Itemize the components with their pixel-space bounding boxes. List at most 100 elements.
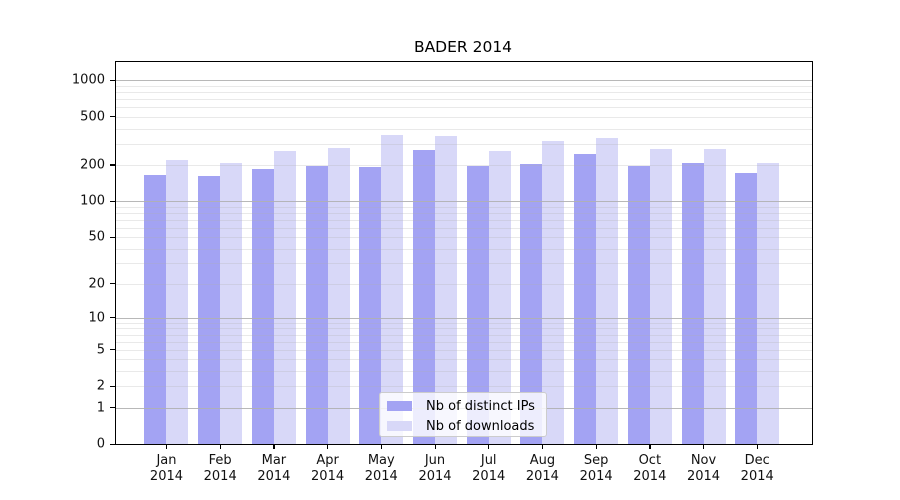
gridline-minor-7 <box>116 334 812 336</box>
gridline-minor-2 <box>116 386 812 388</box>
x-tick-month: Nov <box>690 453 717 468</box>
x-tick-sep <box>595 444 597 449</box>
y-tick-label-1000: 1000 <box>71 72 105 88</box>
legend-item-distinct-ips: Nb of distinct IPs <box>380 396 546 416</box>
x-tick-jul <box>488 444 490 449</box>
y-tick-10 <box>110 317 115 319</box>
x-tick-nov <box>703 444 705 449</box>
x-tick-label-may: May 2014 <box>365 453 398 484</box>
bar-distinct-ips-jul <box>466 166 489 444</box>
legend-swatch-downloads <box>387 421 412 431</box>
x-tick-month: Sep <box>583 453 609 468</box>
x-tick-jan <box>165 444 168 449</box>
y-tick-label-2: 2 <box>96 378 105 394</box>
plot-area: 0 1 2 5 10 20 50 100 200 500 1000 Jan 2014 Feb 2014 Mar… <box>72 61 813 484</box>
gridline-minor-3 <box>116 371 812 373</box>
legend-item-downloads: Nb of downloads <box>380 416 546 436</box>
x-tick-year: 2014 <box>311 468 345 484</box>
y-tick-label-200: 200 <box>80 157 105 173</box>
x-tick-label-aug: Aug 2014 <box>526 453 559 484</box>
x-tick-mar <box>273 444 275 449</box>
x-tick-label-jan: Jan 2014 <box>150 453 183 484</box>
x-tick-month: Oct <box>638 453 662 468</box>
x-tick-label-jul: Jul 2014 <box>472 453 505 484</box>
gridline-minor-500 <box>116 116 812 118</box>
y-tick-200 <box>110 164 115 166</box>
x-tick-year: 2014 <box>364 468 398 484</box>
x-tick-label-dec: Dec 2014 <box>741 453 774 484</box>
x-tick-feb <box>219 444 221 449</box>
bar-downloads-feb <box>220 163 243 444</box>
x-tick-label-oct: Oct 2014 <box>633 453 666 484</box>
x-tick-label-sep: Sep 2014 <box>580 453 613 484</box>
y-tick-2 <box>110 385 115 387</box>
gridline-minor-700 <box>116 99 812 101</box>
bar-downloads-aug <box>542 141 565 444</box>
y-tick-label-0: 0 <box>96 436 105 452</box>
bar-distinct-ips-aug <box>520 164 543 444</box>
bar-distinct-ips-apr <box>305 166 328 444</box>
y-tick-1000 <box>110 79 115 82</box>
gridline-minor-70 <box>116 219 812 221</box>
y-tick-0 <box>110 443 115 445</box>
gridline-minor-400 <box>116 128 812 130</box>
y-tick-label-50: 50 <box>88 229 105 245</box>
y-tick-label-500: 500 <box>80 109 105 125</box>
bar-downloads-jan <box>166 160 189 444</box>
gridline-major-10 <box>116 317 812 319</box>
x-tick-label-nov: Nov 2014 <box>687 453 720 484</box>
x-tick-apr <box>327 444 329 449</box>
y-tick-500 <box>110 116 115 118</box>
gridline-minor-50 <box>116 237 812 239</box>
gridline-minor-6 <box>116 341 812 343</box>
gridline-major-100 <box>116 201 812 203</box>
bar-downloads-mar <box>273 150 296 444</box>
x-tick-year: 2014 <box>686 468 721 484</box>
x-tick-label-apr: Apr 2014 <box>311 453 344 484</box>
x-tick-month: Mar <box>261 453 287 468</box>
bar-distinct-ips-sep <box>574 154 597 444</box>
bar-distinct-ips-oct <box>627 165 650 444</box>
y-tick-label-10: 10 <box>88 310 105 326</box>
bar-downloads-oct <box>649 148 672 444</box>
bar-distinct-ips-feb <box>198 175 221 444</box>
bar-distinct-ips-nov <box>681 162 704 444</box>
bar-distinct-ips-jun <box>412 149 435 444</box>
bar-distinct-ips-mar <box>251 168 274 444</box>
x-tick-month: Jul <box>480 453 497 468</box>
y-tick-label-100: 100 <box>80 193 105 209</box>
y-tick-100 <box>110 200 115 202</box>
y-tick-1 <box>110 407 115 409</box>
x-tick-month: May <box>367 453 395 468</box>
x-tick-year: 2014 <box>257 468 291 484</box>
x-tick-month: Apr <box>316 453 339 468</box>
x-tick-year: 2014 <box>740 468 774 484</box>
legend-swatch-distinct-ips <box>387 401 412 411</box>
bar-downloads-jun <box>435 135 458 444</box>
gridline-major-1000 <box>116 80 812 82</box>
x-tick-year: 2014 <box>579 468 613 484</box>
x-tick-month: Jan <box>156 453 177 468</box>
x-tick-oct <box>649 444 651 449</box>
bar-downloads-apr <box>327 147 350 444</box>
y-tick-label-5: 5 <box>96 342 105 358</box>
chart-title: BADER 2014 <box>413 38 513 56</box>
bar-downloads-may <box>381 135 404 444</box>
gridline-minor-30 <box>116 263 812 265</box>
x-tick-month: Jun <box>424 453 446 468</box>
x-tick-aug <box>541 444 544 449</box>
legend-label-distinct-ips: Nb of distinct IPs <box>426 398 535 414</box>
bar-downloads-sep <box>596 138 619 444</box>
legend-label-downloads: Nb of downloads <box>426 418 535 434</box>
gridline-minor-5 <box>116 349 812 351</box>
bar-downloads-dec <box>757 163 780 444</box>
y-tick-label-20: 20 <box>88 276 105 292</box>
gridline-minor-600 <box>116 107 812 109</box>
gridline-minor-900 <box>116 85 812 87</box>
gridline-minor-20 <box>116 283 812 285</box>
gridline-minor-800 <box>116 92 812 94</box>
gridline-minor-200 <box>116 164 812 166</box>
x-tick-may <box>380 444 382 449</box>
x-tick-month: Feb <box>208 453 232 468</box>
